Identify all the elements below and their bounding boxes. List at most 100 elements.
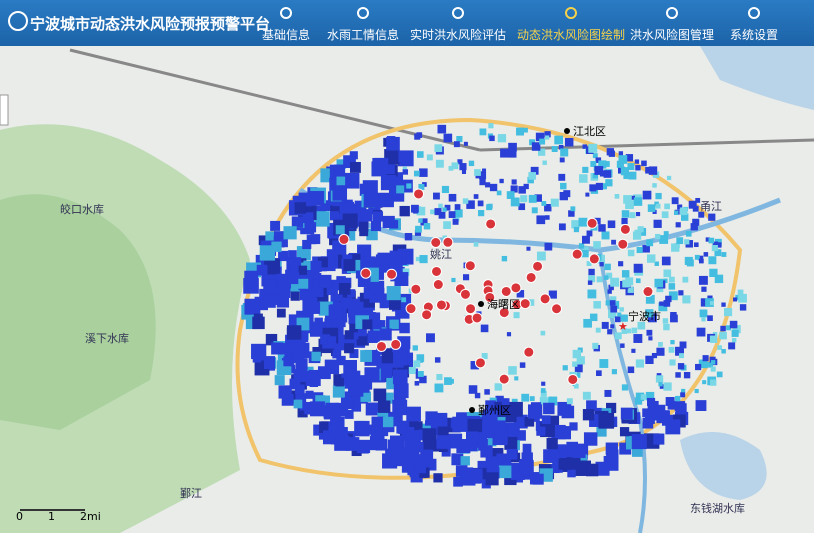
warning-marker[interactable]	[498, 307, 510, 319]
warning-marker[interactable]	[551, 303, 563, 315]
flood-cell	[389, 319, 399, 329]
flood-cells	[241, 123, 747, 489]
flood-cell	[309, 191, 325, 206]
flood-cell	[363, 192, 379, 208]
flood-cell	[631, 327, 638, 334]
warning-marker[interactable]	[360, 267, 372, 279]
flood-cell	[635, 359, 645, 368]
warning-marker[interactable]	[525, 271, 537, 283]
flood-cell	[433, 473, 443, 483]
warning-marker[interactable]	[430, 237, 442, 249]
warning-marker[interactable]	[498, 373, 510, 385]
flood-cell	[540, 330, 546, 336]
warning-marker[interactable]	[421, 309, 433, 321]
warning-marker[interactable]	[338, 233, 350, 245]
flood-cell	[382, 215, 395, 229]
warning-marker[interactable]	[431, 265, 443, 277]
warning-marker[interactable]	[465, 303, 477, 315]
warning-marker[interactable]	[405, 303, 417, 315]
flood-cell	[682, 276, 689, 283]
warning-marker[interactable]	[410, 283, 422, 295]
flood-cell	[618, 151, 624, 156]
warning-marker[interactable]	[413, 188, 425, 200]
flood-cell	[568, 457, 581, 470]
side-toggle[interactable]	[0, 94, 9, 126]
flood-cell	[369, 281, 381, 292]
river-label: 鄞江	[180, 487, 202, 500]
flood-cell	[653, 433, 665, 445]
flood-cell	[437, 124, 447, 134]
warning-marker[interactable]	[500, 285, 512, 297]
warning-marker[interactable]	[484, 291, 496, 303]
warning-marker[interactable]	[435, 299, 447, 311]
warning-marker[interactable]	[588, 253, 600, 265]
warning-marker[interactable]	[432, 279, 444, 291]
nav-item[interactable]: 实时洪水风险评估	[410, 28, 507, 42]
nav-item[interactable]: 基础信息	[262, 28, 311, 42]
flood-cell	[398, 150, 410, 163]
flood-cell	[548, 290, 557, 299]
flood-cell	[606, 272, 613, 279]
flood-cell	[712, 332, 718, 337]
warning-marker[interactable]	[519, 298, 531, 310]
warning-marker[interactable]	[617, 238, 629, 250]
warning-marker[interactable]	[510, 282, 522, 294]
flood-cell	[605, 442, 618, 455]
warning-marker[interactable]	[386, 268, 398, 280]
flood-cell	[426, 154, 433, 161]
nav-item[interactable]: 动态洪水风险图绘制	[517, 28, 626, 42]
warning-marker[interactable]	[464, 260, 476, 272]
warning-marker[interactable]	[642, 286, 654, 298]
flood-cell	[310, 260, 322, 272]
flood-cell	[589, 184, 597, 192]
warning-marker[interactable]	[375, 340, 387, 352]
flood-cell	[335, 225, 345, 235]
warning-marker[interactable]	[619, 223, 631, 235]
flood-cell	[698, 255, 704, 261]
flood-cell	[566, 441, 578, 454]
flood-cell	[433, 192, 440, 200]
flood-cell	[596, 276, 603, 283]
flood-cell	[601, 321, 609, 329]
warning-marker[interactable]	[390, 338, 402, 350]
district-dot	[469, 407, 475, 413]
nav-item[interactable]: 水雨工情信息	[327, 28, 400, 42]
flood-cell	[398, 424, 408, 435]
flood-cell	[453, 141, 460, 148]
flood-cell	[273, 236, 283, 246]
flood-cell	[343, 259, 356, 272]
flood-cell	[459, 163, 467, 171]
flood-cell	[373, 388, 387, 402]
flood-cell	[357, 244, 372, 259]
warning-marker[interactable]	[539, 293, 551, 305]
flood-cell	[578, 454, 588, 464]
flood-cell	[501, 398, 510, 406]
flood-cell	[357, 256, 368, 267]
flood-cell	[578, 243, 585, 249]
nav-item[interactable]: 洪水风险图管理	[630, 28, 715, 42]
warning-marker[interactable]	[471, 312, 483, 324]
flood-cell	[413, 170, 420, 177]
warning-marker[interactable]	[532, 260, 544, 272]
flood-cell	[590, 161, 597, 167]
flood-cell	[558, 173, 566, 181]
warning-marker[interactable]	[474, 357, 486, 369]
warning-marker[interactable]	[442, 236, 454, 248]
warning-marker[interactable]	[571, 248, 583, 260]
flood-cell	[360, 209, 373, 222]
nav-item[interactable]: 系统设置	[730, 28, 779, 42]
warning-marker[interactable]	[586, 217, 598, 229]
flood-cell	[708, 213, 716, 221]
flood-cell	[418, 218, 423, 223]
flood-cell	[371, 426, 383, 439]
warning-marker[interactable]	[523, 346, 535, 358]
flood-cell	[654, 278, 664, 288]
flood-cell	[263, 295, 276, 308]
warning-marker[interactable]	[485, 218, 497, 230]
flood-cell	[619, 442, 632, 455]
warning-marker[interactable]	[567, 373, 579, 385]
flood-cell	[326, 283, 338, 295]
flood-cell	[271, 241, 282, 252]
warning-marker[interactable]	[459, 288, 471, 300]
flood-cell	[610, 324, 615, 329]
